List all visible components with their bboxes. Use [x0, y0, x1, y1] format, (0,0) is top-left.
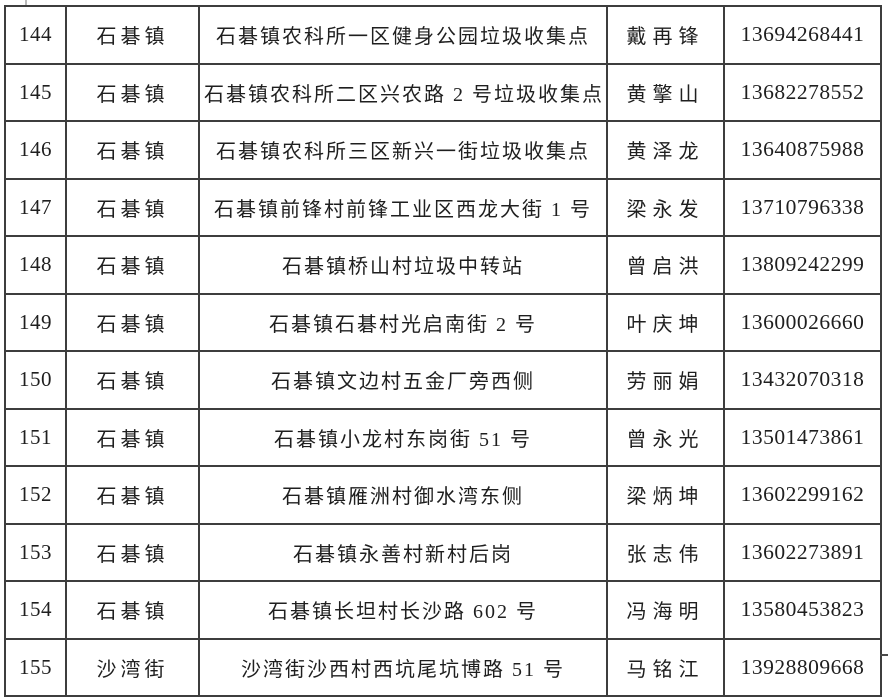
table-row: 146 石碁镇 石碁镇农科所三区新兴一街垃圾收集点 黄泽龙 1364087598… — [4, 120, 882, 180]
cell-phone-number: 13580453823 — [723, 580, 882, 640]
cell-phone-number: 13640875988 — [723, 120, 882, 180]
crop-artifact-top — [25, 0, 27, 5]
cell-town: 沙湾街 — [65, 637, 200, 697]
cell-phone-number: 13602299162 — [723, 465, 882, 525]
cell-phone-number: 13682278552 — [723, 62, 882, 122]
cell-row-number: 146 — [4, 120, 67, 180]
cell-contact-name: 马铭江 — [606, 637, 725, 697]
cell-phone-number: 13928809668 — [723, 637, 882, 697]
cell-contact-name: 梁炳坤 — [606, 465, 725, 525]
cell-contact-name: 冯海明 — [606, 580, 725, 640]
cell-row-number: 147 — [4, 177, 67, 237]
cell-row-number: 152 — [4, 465, 67, 525]
cell-town: 石碁镇 — [65, 580, 200, 640]
cell-town: 石碁镇 — [65, 120, 200, 180]
table-row: 152 石碁镇 石碁镇雁洲村御水湾东侧 梁炳坤 13602299162 — [4, 465, 882, 525]
collection-points-table: 144 石碁镇 石碁镇农科所一区健身公园垃圾收集点 戴再锋 1369426844… — [4, 5, 882, 697]
cell-row-number: 145 — [4, 62, 67, 122]
cell-contact-name: 黄泽龙 — [606, 120, 725, 180]
cell-address: 石碁镇文边村五金厂旁西侧 — [198, 350, 608, 410]
cell-row-number: 151 — [4, 407, 67, 467]
table-row: 147 石碁镇 石碁镇前锋村前锋工业区西龙大街 1 号 梁永发 13710796… — [4, 177, 882, 237]
cell-address: 沙湾街沙西村西坑尾坑博路 51 号 — [198, 637, 608, 697]
table-row: 145 石碁镇 石碁镇农科所二区兴农路 2 号垃圾收集点 黄擎山 1368227… — [4, 62, 882, 122]
cell-phone-number: 13710796338 — [723, 177, 882, 237]
cell-town: 石碁镇 — [65, 235, 200, 295]
table-row: 148 石碁镇 石碁镇桥山村垃圾中转站 曾启洪 13809242299 — [4, 235, 882, 295]
cell-town: 石碁镇 — [65, 407, 200, 467]
cell-address: 石碁镇农科所一区健身公园垃圾收集点 — [198, 5, 608, 65]
cell-address: 石碁镇农科所二区兴农路 2 号垃圾收集点 — [198, 62, 608, 122]
cell-address: 石碁镇石碁村光启南街 2 号 — [198, 292, 608, 352]
table-row: 149 石碁镇 石碁镇石碁村光启南街 2 号 叶庆坤 13600026660 — [4, 292, 882, 352]
cell-contact-name: 曾永光 — [606, 407, 725, 467]
cell-address: 石碁镇前锋村前锋工业区西龙大街 1 号 — [198, 177, 608, 237]
cell-town: 石碁镇 — [65, 350, 200, 410]
cell-contact-name: 戴再锋 — [606, 5, 725, 65]
cell-address: 石碁镇桥山村垃圾中转站 — [198, 235, 608, 295]
cell-town: 石碁镇 — [65, 292, 200, 352]
cell-row-number: 144 — [4, 5, 67, 65]
cell-phone-number: 13432070318 — [723, 350, 882, 410]
cell-town: 石碁镇 — [65, 5, 200, 65]
cell-address: 石碁镇长坦村长沙路 602 号 — [198, 580, 608, 640]
cell-contact-name: 张志伟 — [606, 522, 725, 582]
crop-artifact-right — [880, 654, 888, 656]
table-row: 151 石碁镇 石碁镇小龙村东岗街 51 号 曾永光 13501473861 — [4, 407, 882, 467]
table-row: 155 沙湾街 沙湾街沙西村西坑尾坑博路 51 号 马铭江 1392880966… — [4, 637, 882, 697]
table-row: 150 石碁镇 石碁镇文边村五金厂旁西侧 劳丽娟 13432070318 — [4, 350, 882, 410]
cell-phone-number: 13501473861 — [723, 407, 882, 467]
table-row: 144 石碁镇 石碁镇农科所一区健身公园垃圾收集点 戴再锋 1369426844… — [4, 5, 882, 65]
cell-contact-name: 叶庆坤 — [606, 292, 725, 352]
cell-town: 石碁镇 — [65, 62, 200, 122]
cell-phone-number: 13809242299 — [723, 235, 882, 295]
table-row: 154 石碁镇 石碁镇长坦村长沙路 602 号 冯海明 13580453823 — [4, 580, 882, 640]
cell-contact-name: 黄擎山 — [606, 62, 725, 122]
cell-address: 石碁镇永善村新村后岗 — [198, 522, 608, 582]
cell-town: 石碁镇 — [65, 177, 200, 237]
cell-row-number: 148 — [4, 235, 67, 295]
cell-address: 石碁镇农科所三区新兴一街垃圾收集点 — [198, 120, 608, 180]
cell-row-number: 154 — [4, 580, 67, 640]
table-row: 153 石碁镇 石碁镇永善村新村后岗 张志伟 13602273891 — [4, 522, 882, 582]
cell-address: 石碁镇小龙村东岗街 51 号 — [198, 407, 608, 467]
cell-town: 石碁镇 — [65, 522, 200, 582]
cell-row-number: 150 — [4, 350, 67, 410]
cell-row-number: 149 — [4, 292, 67, 352]
cell-phone-number: 13600026660 — [723, 292, 882, 352]
table-body: 144 石碁镇 石碁镇农科所一区健身公园垃圾收集点 戴再锋 1369426844… — [4, 5, 882, 697]
cell-row-number: 155 — [4, 637, 67, 697]
cell-row-number: 153 — [4, 522, 67, 582]
cell-phone-number: 13602273891 — [723, 522, 882, 582]
cell-contact-name: 梁永发 — [606, 177, 725, 237]
cell-contact-name: 曾启洪 — [606, 235, 725, 295]
cell-contact-name: 劳丽娟 — [606, 350, 725, 410]
cell-phone-number: 13694268441 — [723, 5, 882, 65]
cell-town: 石碁镇 — [65, 465, 200, 525]
cell-address: 石碁镇雁洲村御水湾东侧 — [198, 465, 608, 525]
